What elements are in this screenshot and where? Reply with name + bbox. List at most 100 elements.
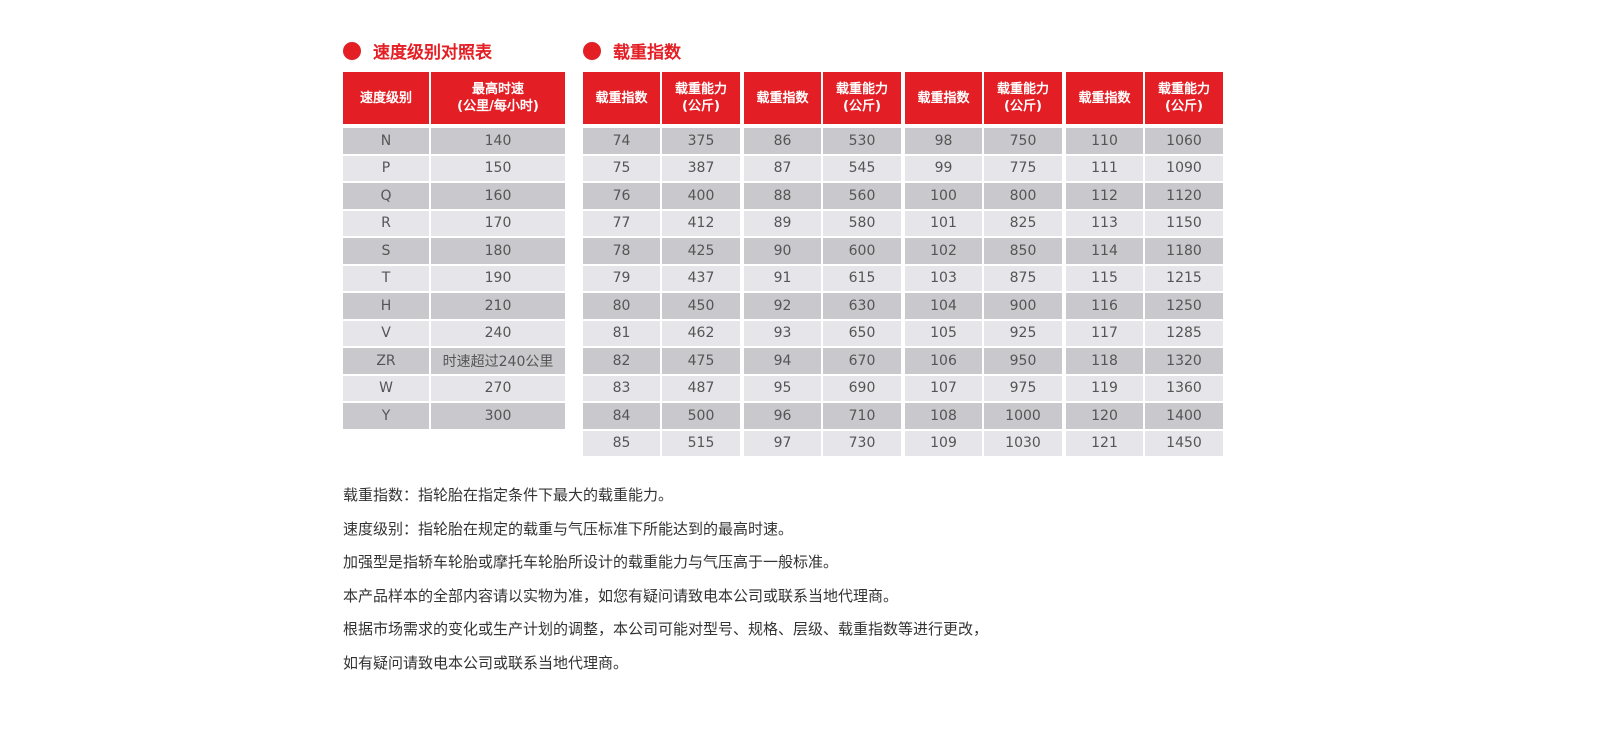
cell-key: W [343, 375, 429, 403]
cell-value: 1090 [1145, 155, 1223, 183]
cell-key: 116 [1066, 293, 1143, 321]
cell-key: V [343, 320, 429, 348]
header-value: 载重能力 (公斤) [823, 72, 901, 128]
cell-key: 85 [583, 430, 660, 458]
cell-key: 91 [744, 265, 821, 293]
table-row: 96 710 [744, 403, 901, 431]
cell-value: 650 [823, 320, 901, 348]
cell-key: 107 [905, 375, 982, 403]
cell-value: 475 [662, 348, 740, 376]
cell-value: 950 [984, 348, 1062, 376]
cell-value: 180 [431, 238, 565, 266]
table-row: 78 425 [583, 238, 740, 266]
cell-key: 82 [583, 348, 660, 376]
table-row: T 190 [343, 265, 565, 293]
table-row: 115 1215 [1066, 265, 1223, 293]
cell-key: 114 [1066, 238, 1143, 266]
cell-key: 75 [583, 155, 660, 183]
cell-value: 1360 [1145, 375, 1223, 403]
note-line: 根据市场需求的变化或生产计划的调整，本公司可能对型号、规格、层级、载重指数等进行… [343, 620, 989, 638]
cell-key: 79 [583, 265, 660, 293]
cell-key: S [343, 238, 429, 266]
cell-value: 1000 [984, 403, 1062, 431]
cell-value: 710 [823, 403, 901, 431]
table-row: R 170 [343, 210, 565, 238]
cell-value: 690 [823, 375, 901, 403]
cell-value: 1450 [1145, 430, 1223, 458]
cell-key: H [343, 293, 429, 321]
cell-value: 462 [662, 320, 740, 348]
cell-key: 108 [905, 403, 982, 431]
cell-value: 160 [431, 183, 565, 211]
header-value-line1: 载重能力 [1157, 82, 1210, 97]
table-row: 112 1120 [1066, 183, 1223, 211]
cell-value: 375 [662, 128, 740, 156]
table-row: H 210 [343, 293, 565, 321]
cell-key: 109 [905, 430, 982, 458]
cell-value: 1030 [984, 430, 1062, 458]
header-value: 载重能力 (公斤) [984, 72, 1062, 128]
cell-key: P [343, 155, 429, 183]
speed-title-text: 速度级别对照表 [373, 43, 492, 63]
cell-value: 975 [984, 375, 1062, 403]
load-table-group: 载重指数 载重能力 (公斤) 98 750 99 775 100 800 101 825 102 850… [903, 72, 1064, 458]
cell-key: 89 [744, 210, 821, 238]
speed-table: 速度级别 最高时速 (公里/每小时) N 140 P 150 Q 160 R 170 S 180 T 190… [341, 72, 567, 431]
note-line: 载重指数：指轮胎在指定条件下最大的载重能力。 [343, 486, 674, 504]
header-value-unit: (公斤) [1165, 99, 1203, 114]
cell-key: 80 [583, 293, 660, 321]
table-row: N 140 [343, 128, 565, 156]
table-row: 75 387 [583, 155, 740, 183]
cell-key: 84 [583, 403, 660, 431]
cell-key: 93 [744, 320, 821, 348]
table-row: 111 1090 [1066, 155, 1223, 183]
cell-key: 110 [1066, 128, 1143, 156]
table-row: 109 1030 [905, 430, 1062, 458]
header-value-unit: (公斤) [682, 99, 720, 114]
cell-value: 1400 [1145, 403, 1223, 431]
cell-key: 86 [744, 128, 821, 156]
cell-value: 190 [431, 265, 565, 293]
cell-value: 425 [662, 238, 740, 266]
table-row: 113 1150 [1066, 210, 1223, 238]
table-row: S 180 [343, 238, 565, 266]
cell-value: 670 [823, 348, 901, 376]
table-row: 84 500 [583, 403, 740, 431]
cell-value: 545 [823, 155, 901, 183]
cell-value: 750 [984, 128, 1062, 156]
load-table-group: 载重指数 载重能力 (公斤) 86 530 87 545 88 560 89 580 90 600 91 6… [742, 72, 903, 458]
cell-key: 120 [1066, 403, 1143, 431]
table-row: 77 412 [583, 210, 740, 238]
table-row: 105 925 [905, 320, 1062, 348]
table-row: 103 875 [905, 265, 1062, 293]
table-row: 120 1400 [1066, 403, 1223, 431]
cell-value: 412 [662, 210, 740, 238]
table-row: 121 1450 [1066, 430, 1223, 458]
header-value-line1: 载重能力 [835, 82, 888, 97]
header-value-unit: (公里/每小时) [457, 99, 539, 114]
header-index: 载重指数 [744, 72, 821, 128]
cell-key: 103 [905, 265, 982, 293]
load-table-group: 载重指数 载重能力 (公斤) 110 1060 111 1090 112 1120 113 1150… [1064, 72, 1225, 458]
cell-key: 94 [744, 348, 821, 376]
cell-value: 615 [823, 265, 901, 293]
header-value-unit: (公斤) [843, 99, 881, 114]
table-row: 81 462 [583, 320, 740, 348]
table-row: 76 400 [583, 183, 740, 211]
table-row: 119 1360 [1066, 375, 1223, 403]
table-row: 104 900 [905, 293, 1062, 321]
note-line: 速度级别：指轮胎在规定的载重与气压标准下所能达到的最高时速。 [343, 519, 794, 538]
cell-key: 119 [1066, 375, 1143, 403]
table-row: 116 1250 [1066, 293, 1223, 321]
header-index: 载重指数 [905, 72, 982, 128]
table-row: 107 975 [905, 375, 1062, 403]
table-row: 88 560 [744, 183, 901, 211]
load-title-text: 载重指数 [613, 43, 681, 63]
notes: 载重指数：指轮胎在指定条件下最大的载重能力。速度级别：指轮胎在规定的载重与气压标… [343, 484, 988, 685]
table-row: 118 1320 [1066, 348, 1223, 376]
header-value: 最高时速 (公里/每小时) [431, 72, 565, 128]
table-row: 94 670 [744, 348, 901, 376]
cell-key: 117 [1066, 320, 1143, 348]
table-row: 95 690 [744, 375, 901, 403]
table-row: 106 950 [905, 348, 1062, 376]
